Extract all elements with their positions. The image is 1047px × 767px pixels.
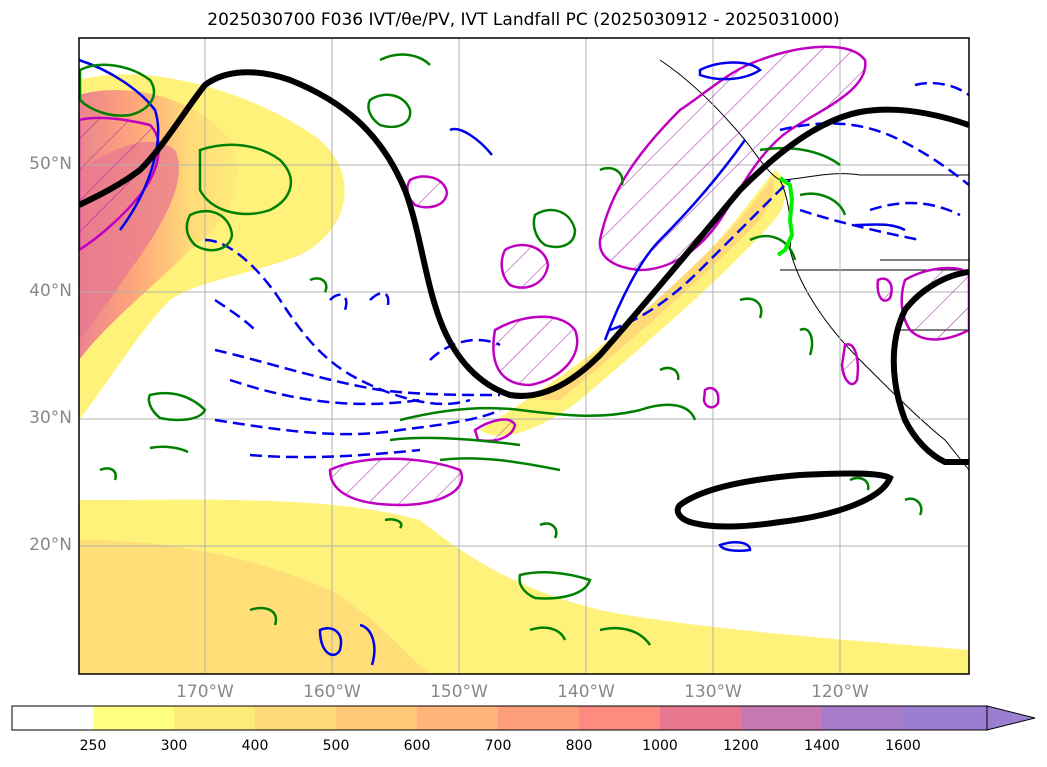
colorbar-cell: [12, 706, 93, 730]
lat-label-30n: 30°N: [29, 408, 72, 428]
lon-label-160w: 160°W: [303, 682, 361, 702]
green-contours: [79, 53, 923, 646]
colorbar-tick: 600: [403, 738, 431, 754]
lat-label-40n: 40°N: [29, 281, 72, 301]
height-contours: [79, 69, 969, 530]
colorbar-tick: 700: [484, 738, 512, 754]
map-area: [79, 38, 969, 674]
lat-label-50n: 50°N: [29, 154, 72, 174]
colorbar-tick: 800: [565, 738, 593, 754]
gridlines: [79, 38, 969, 674]
colorbar-tick: 1600: [885, 738, 921, 754]
colorbar-cell: [93, 706, 174, 730]
lon-label-170w: 170°W: [176, 682, 234, 702]
colorbar-tick: 1000: [642, 738, 678, 754]
colorbar-tick: 300: [160, 738, 188, 754]
colorbar-frame: [11, 705, 988, 731]
landfall-line: [776, 176, 795, 257]
colorbar-tick: 1200: [723, 738, 759, 754]
colorbar-tick: 400: [241, 738, 269, 754]
colorbar-cell: [822, 706, 903, 730]
lat-label-20n: 20°N: [29, 535, 72, 555]
colorbar-extend-arrow: [986, 705, 1036, 731]
lon-label-140w: 140°W: [557, 682, 615, 702]
colorbar-cell: [498, 706, 579, 730]
lon-label-130w: 130°W: [684, 682, 742, 702]
colorbar-cell: [174, 706, 255, 730]
colorbar-cell: [579, 706, 660, 730]
colorbar-tick: 500: [322, 738, 350, 754]
colorbar-cell: [903, 706, 987, 730]
lon-label-120w: 120°W: [811, 682, 869, 702]
colorbar-cell: [336, 706, 417, 730]
map-frame: [78, 37, 970, 675]
colorbar-cell: [255, 706, 336, 730]
colorbar-tick: 250: [79, 738, 107, 754]
colorbar-tick: 1400: [804, 738, 840, 754]
colorbar-cell: [417, 706, 498, 730]
theta-e-contours: [79, 58, 906, 666]
colorbar-cell: [741, 706, 822, 730]
map-title: 2025030700 F036 IVT/θe/PV, IVT Landfall …: [207, 10, 840, 30]
lon-label-150w: 150°W: [430, 682, 488, 702]
colorbar-cell: [660, 706, 741, 730]
theta-e-dashed-contours: [204, 81, 969, 459]
colorbar: [11, 705, 1036, 731]
